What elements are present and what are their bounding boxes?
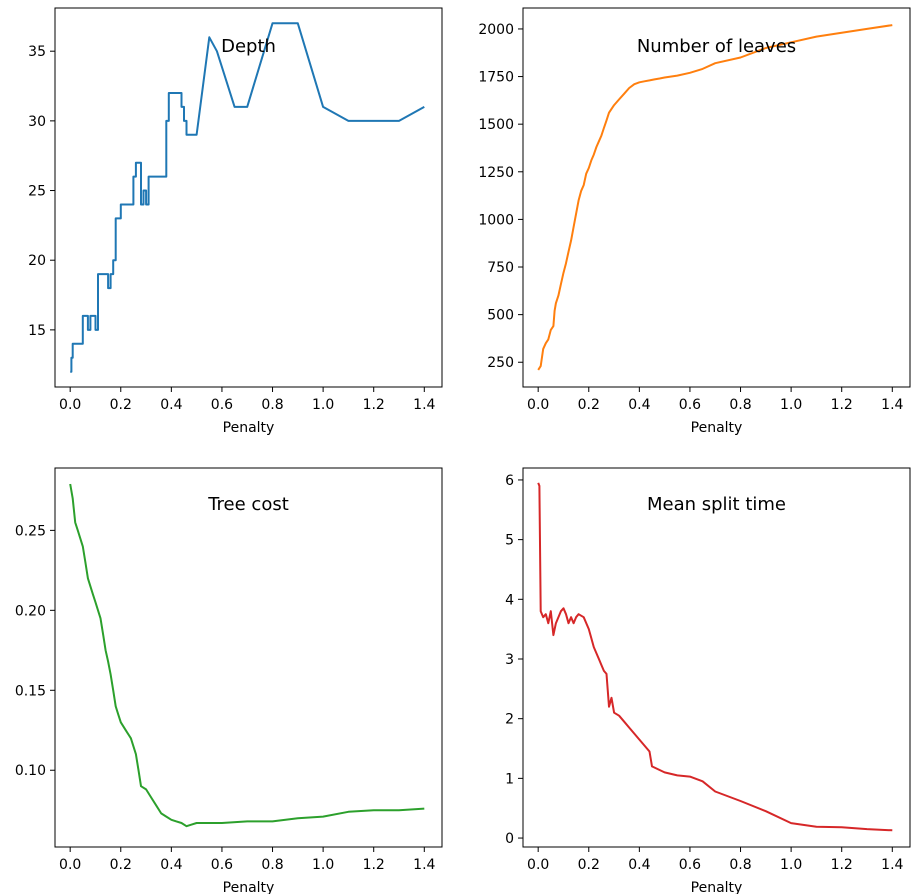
x-tick-label: 0.8 bbox=[261, 857, 283, 873]
chart-panel-2: 0.0 0.2 0.4 0.6 0.8 1.0 1.2 1.4 250 500 750 1000 125… bbox=[478, 7, 911, 436]
y-tick-label: 5 bbox=[505, 533, 514, 549]
chart-panel-4: 0.0 0.2 0.4 0.6 0.8 1.0 1.2 1.4 0 1 2 3 4 5 6 Penalty Me… bbox=[505, 467, 911, 894]
x-tick-label: 0.2 bbox=[578, 857, 600, 873]
y-tick-label: 4 bbox=[505, 592, 514, 608]
y-tick-label: 250 bbox=[487, 355, 514, 371]
x-tick-label: 0.0 bbox=[527, 397, 549, 413]
y-tick-label: 1000 bbox=[478, 212, 514, 228]
y-tick-label: 1 bbox=[505, 771, 514, 787]
panel-title: Tree cost bbox=[207, 494, 289, 515]
x-tick-label: 1.0 bbox=[312, 857, 334, 873]
panel-title: Mean split time bbox=[647, 494, 786, 515]
x-tick-label: 1.0 bbox=[312, 397, 334, 413]
y-tick-label: 0.10 bbox=[15, 763, 46, 779]
series-line-1 bbox=[537, 24, 893, 371]
y-tick-label: 15 bbox=[28, 323, 46, 339]
x-tick-label: 1.0 bbox=[780, 857, 802, 873]
x-tick-label: 0.6 bbox=[679, 397, 701, 413]
x-tick-label: 0.6 bbox=[679, 857, 701, 873]
x-tick-label: 1.4 bbox=[413, 397, 435, 413]
y-tick-label: 20 bbox=[28, 253, 46, 269]
plot-frame bbox=[54, 7, 443, 388]
x-tick-label: 0.2 bbox=[110, 397, 132, 413]
x-tick-label: 1.2 bbox=[831, 857, 853, 873]
y-tick-label: 0.20 bbox=[15, 603, 46, 619]
chart-panel-1: 0.0 0.2 0.4 0.6 0.8 1.0 1.2 1.4 15 20 25 30 35 Penalt… bbox=[28, 7, 443, 436]
series-line-1 bbox=[69, 483, 425, 828]
x-axis-label: Penalty bbox=[223, 420, 275, 436]
x-tick-label: 0.6 bbox=[211, 397, 233, 413]
y-tick-label: 500 bbox=[487, 308, 514, 324]
x-tick-label: 1.2 bbox=[363, 857, 385, 873]
panel-title: Depth bbox=[221, 36, 276, 57]
x-tick-label: 1.0 bbox=[780, 397, 802, 413]
panel-title: Number of leaves bbox=[637, 36, 796, 57]
x-tick-label: 0.8 bbox=[261, 397, 283, 413]
x-tick-label: 1.4 bbox=[881, 857, 903, 873]
x-tick-label: 1.2 bbox=[831, 397, 853, 413]
series-line-1 bbox=[70, 22, 425, 373]
y-tick-label: 0 bbox=[505, 831, 514, 847]
y-tick-label: 30 bbox=[28, 114, 46, 130]
x-tick-label: 0.8 bbox=[729, 857, 751, 873]
x-tick-label: 0.0 bbox=[59, 397, 81, 413]
y-tick-label: 1250 bbox=[478, 165, 514, 181]
x-tick-label: 1.4 bbox=[881, 397, 903, 413]
x-tick-label: 0.2 bbox=[578, 397, 600, 413]
x-axis-label: Penalty bbox=[223, 880, 275, 894]
x-tick-label: 0.8 bbox=[729, 397, 751, 413]
x-tick-label: 0.0 bbox=[527, 857, 549, 873]
y-tick-label: 1750 bbox=[478, 70, 514, 86]
x-tick-label: 0.4 bbox=[628, 397, 650, 413]
x-tick-label: 1.2 bbox=[363, 397, 385, 413]
y-tick-label: 6 bbox=[505, 473, 514, 489]
chart-panel-3: 0.0 0.2 0.4 0.6 0.8 1.0 1.2 1.4 0.10 0.15 0.20 0.25… bbox=[15, 467, 443, 894]
y-tick-label: 2 bbox=[505, 712, 514, 728]
y-tick-label: 3 bbox=[505, 652, 514, 668]
x-tick-label: 1.4 bbox=[413, 857, 435, 873]
x-tick-label: 0.4 bbox=[160, 397, 182, 413]
plot-frame bbox=[54, 467, 443, 848]
x-axis-label: Penalty bbox=[691, 420, 743, 436]
x-tick-label: 0.4 bbox=[160, 857, 182, 873]
y-tick-label: 0.15 bbox=[15, 683, 46, 699]
x-tick-label: 0.6 bbox=[211, 857, 233, 873]
x-tick-label: 0.4 bbox=[628, 857, 650, 873]
y-tick-label: 750 bbox=[487, 260, 514, 276]
series-line-1 bbox=[537, 482, 893, 832]
y-tick-label: 1500 bbox=[478, 117, 514, 133]
y-tick-label: 2000 bbox=[478, 22, 514, 38]
plot-frame bbox=[522, 7, 911, 388]
x-axis-label: Penalty bbox=[691, 880, 743, 894]
y-tick-label: 25 bbox=[28, 184, 46, 200]
x-tick-label: 0.2 bbox=[110, 857, 132, 873]
y-tick-label: 0.25 bbox=[15, 523, 46, 539]
x-tick-label: 0.0 bbox=[59, 857, 81, 873]
plot-frame bbox=[522, 467, 911, 848]
y-tick-label: 35 bbox=[28, 44, 46, 60]
